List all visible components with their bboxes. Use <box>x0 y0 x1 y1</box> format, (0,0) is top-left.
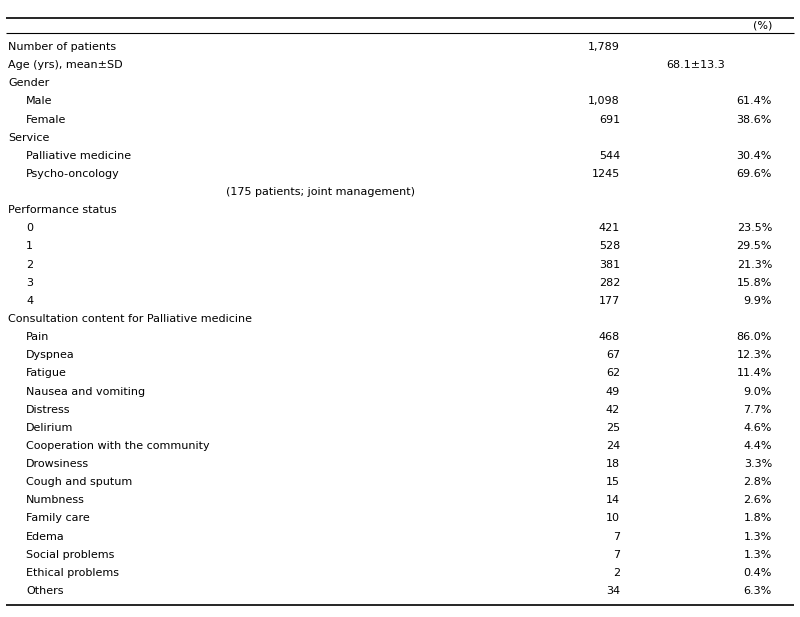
Text: 34: 34 <box>606 586 620 596</box>
Text: Social problems: Social problems <box>26 550 114 560</box>
Text: Palliative medicine: Palliative medicine <box>26 151 131 161</box>
Text: Fatigue: Fatigue <box>26 368 67 378</box>
Text: 282: 282 <box>598 278 620 288</box>
Text: Others: Others <box>26 586 63 596</box>
Text: 29.5%: 29.5% <box>737 241 772 252</box>
Text: Drowsiness: Drowsiness <box>26 459 89 469</box>
Text: Cough and sputum: Cough and sputum <box>26 477 132 487</box>
Text: 23.5%: 23.5% <box>737 223 772 233</box>
Text: Age (yrs), mean±SD: Age (yrs), mean±SD <box>8 60 122 70</box>
Text: Numbness: Numbness <box>26 495 85 505</box>
Text: 2.6%: 2.6% <box>744 495 772 505</box>
Text: 61.4%: 61.4% <box>737 96 772 107</box>
Text: 18: 18 <box>606 459 620 469</box>
Text: 544: 544 <box>598 151 620 161</box>
Text: 12.3%: 12.3% <box>737 350 772 360</box>
Text: Edema: Edema <box>26 532 65 542</box>
Text: Family care: Family care <box>26 513 90 523</box>
Text: 38.6%: 38.6% <box>737 115 772 125</box>
Text: 2: 2 <box>26 260 33 270</box>
Text: 4: 4 <box>26 296 33 306</box>
Text: 1,789: 1,789 <box>588 42 620 52</box>
Text: 10: 10 <box>606 513 620 523</box>
Text: Distress: Distress <box>26 405 70 415</box>
Text: 15.8%: 15.8% <box>737 278 772 288</box>
Text: 24: 24 <box>606 441 620 451</box>
Text: Gender: Gender <box>8 78 50 88</box>
Text: 3.3%: 3.3% <box>744 459 772 469</box>
Text: 0: 0 <box>26 223 33 233</box>
Text: Service: Service <box>8 133 50 143</box>
Text: 177: 177 <box>598 296 620 306</box>
Text: 9.9%: 9.9% <box>743 296 772 306</box>
Text: 528: 528 <box>598 241 620 252</box>
Text: 7: 7 <box>613 550 620 560</box>
Text: Number of patients: Number of patients <box>8 42 116 52</box>
Text: 42: 42 <box>606 405 620 415</box>
Text: (%): (%) <box>753 20 772 30</box>
Text: 1: 1 <box>26 241 33 252</box>
Text: Consultation content for Palliative medicine: Consultation content for Palliative medi… <box>8 314 252 324</box>
Text: 30.4%: 30.4% <box>737 151 772 161</box>
Text: Female: Female <box>26 115 66 125</box>
Text: 21.3%: 21.3% <box>737 260 772 270</box>
Text: 2.8%: 2.8% <box>743 477 772 487</box>
Text: 0.4%: 0.4% <box>744 568 772 578</box>
Text: Male: Male <box>26 96 53 107</box>
Text: 68.1±13.3: 68.1±13.3 <box>666 60 726 70</box>
Text: 25: 25 <box>606 423 620 433</box>
Text: Delirium: Delirium <box>26 423 74 433</box>
Text: 15: 15 <box>606 477 620 487</box>
Text: 3: 3 <box>26 278 33 288</box>
Text: Ethical problems: Ethical problems <box>26 568 119 578</box>
Text: 1.3%: 1.3% <box>744 532 772 542</box>
Text: 4.6%: 4.6% <box>744 423 772 433</box>
Text: 11.4%: 11.4% <box>737 368 772 378</box>
Text: 691: 691 <box>599 115 620 125</box>
Text: 4.4%: 4.4% <box>743 441 772 451</box>
Text: Pain: Pain <box>26 332 50 342</box>
Text: 67: 67 <box>606 350 620 360</box>
Text: 7: 7 <box>613 532 620 542</box>
Text: 1.8%: 1.8% <box>744 513 772 523</box>
Text: 7.7%: 7.7% <box>743 405 772 415</box>
Text: 1.3%: 1.3% <box>744 550 772 560</box>
Text: 62: 62 <box>606 368 620 378</box>
Text: (175 patients; joint management): (175 patients; joint management) <box>226 187 414 197</box>
Text: 6.3%: 6.3% <box>744 586 772 596</box>
Text: 69.6%: 69.6% <box>737 169 772 179</box>
Text: 9.0%: 9.0% <box>744 386 772 397</box>
Text: 381: 381 <box>599 260 620 270</box>
Text: 468: 468 <box>598 332 620 342</box>
Text: Nausea and vomiting: Nausea and vomiting <box>26 386 145 397</box>
Text: 86.0%: 86.0% <box>737 332 772 342</box>
Text: 2: 2 <box>613 568 620 578</box>
Text: Cooperation with the community: Cooperation with the community <box>26 441 210 451</box>
Text: 14: 14 <box>606 495 620 505</box>
Text: 421: 421 <box>598 223 620 233</box>
Text: 1245: 1245 <box>592 169 620 179</box>
Text: Performance status: Performance status <box>8 205 117 215</box>
Text: 1,098: 1,098 <box>588 96 620 107</box>
Text: Dyspnea: Dyspnea <box>26 350 74 360</box>
Text: Psycho-oncology: Psycho-oncology <box>26 169 120 179</box>
Text: 49: 49 <box>606 386 620 397</box>
